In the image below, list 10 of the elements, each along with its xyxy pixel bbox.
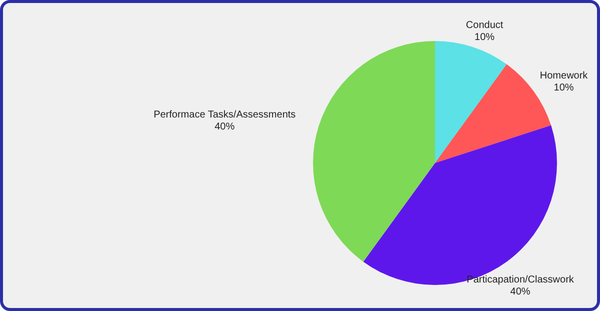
data-label: 40%	[510, 286, 530, 298]
data-label: 40%	[214, 122, 235, 133]
data-label: 10%	[474, 32, 495, 43]
data-label: 10%	[554, 82, 574, 94]
slice-label: Performace Tasks/Assessments	[154, 110, 296, 121]
slice-label: Homework	[540, 70, 589, 82]
pie-slice	[435, 41, 507, 163]
pie-slice	[313, 41, 435, 262]
slice-label: Conduct	[466, 20, 504, 31]
slice-label: Particapation/Classwork	[466, 274, 575, 286]
